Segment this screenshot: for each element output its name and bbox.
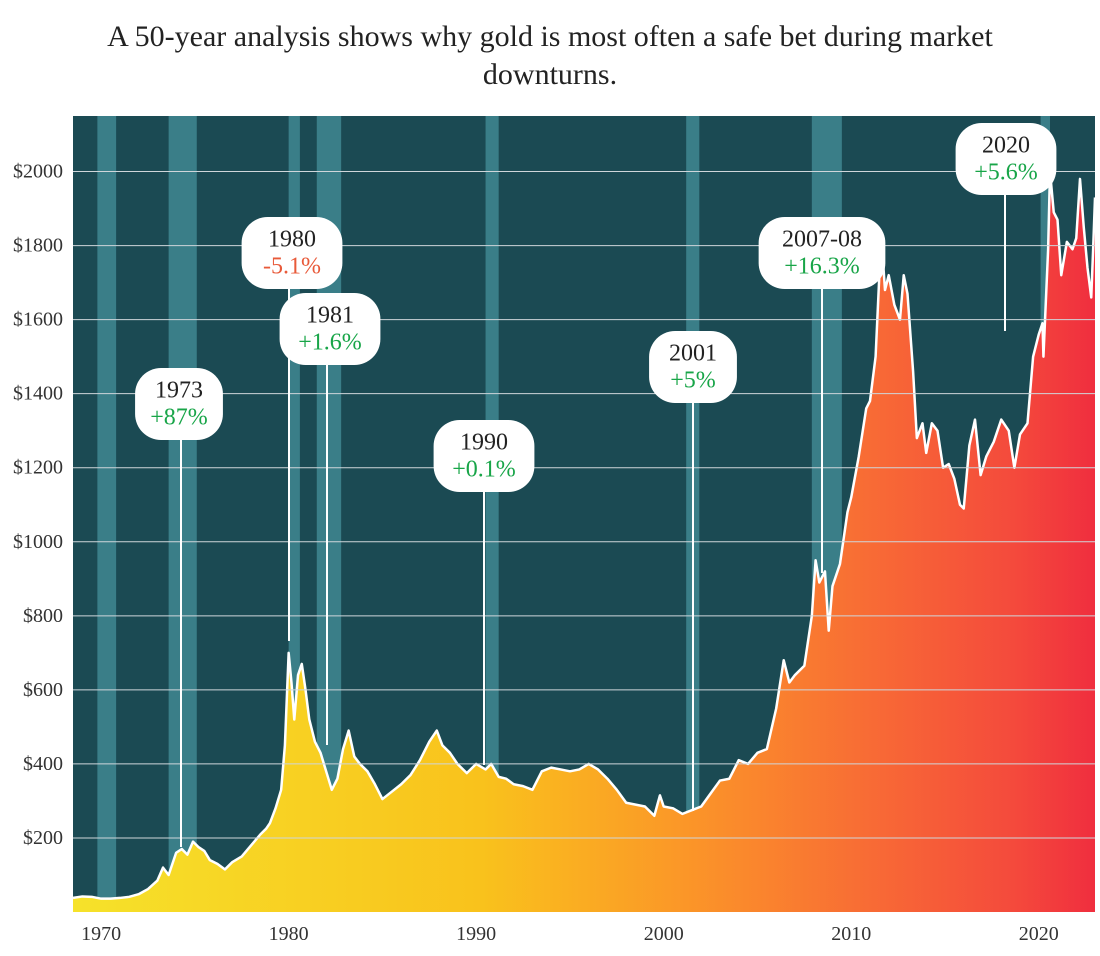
callout-pct-label: +87% bbox=[150, 404, 208, 430]
callout-pill: 2020+5.6% bbox=[956, 123, 1057, 195]
callout-pct-label: -5.1% bbox=[263, 253, 321, 279]
callout-year-label: 2020 bbox=[982, 133, 1030, 159]
y-axis-tick-label: $1600 bbox=[13, 309, 63, 331]
callout-year-label: 1981 bbox=[306, 303, 354, 329]
callout-year-label: 1990 bbox=[460, 430, 508, 456]
callout-pill: 1980-5.1% bbox=[242, 217, 343, 289]
callout-year-label: 2001 bbox=[669, 341, 717, 367]
callout-pill: 2007-08+16.3% bbox=[759, 217, 886, 289]
x-axis-tick-label: 2000 bbox=[644, 923, 684, 945]
x-axis-tick-label: 2010 bbox=[831, 923, 871, 945]
y-axis-tick-label: $600 bbox=[23, 679, 63, 701]
callout-pill: 1981+1.6% bbox=[280, 293, 381, 365]
recession-band bbox=[97, 116, 116, 912]
x-axis-tick-label: 1980 bbox=[269, 923, 309, 945]
y-axis-tick-label: $1800 bbox=[13, 235, 63, 257]
x-axis-tick-label: 1990 bbox=[456, 923, 496, 945]
callout-pill: 1973+87% bbox=[135, 368, 223, 440]
y-axis-tick-label: $800 bbox=[23, 605, 63, 627]
recession-band bbox=[169, 116, 197, 912]
callout-year-label: 1973 bbox=[155, 378, 203, 404]
callout-pct-label: +0.1% bbox=[452, 456, 516, 482]
y-axis-tick-label: $1200 bbox=[13, 457, 63, 479]
y-axis-tick-label: $1000 bbox=[13, 531, 63, 553]
y-axis-tick-label: $1400 bbox=[13, 383, 63, 405]
y-axis-tick-label: $2000 bbox=[13, 161, 63, 183]
callout-year-label: 2007-08 bbox=[782, 227, 862, 253]
callout-year-label: 1980 bbox=[268, 227, 316, 253]
callout-pct-label: +16.3% bbox=[784, 253, 860, 279]
callout-pct-label: +5% bbox=[670, 367, 716, 393]
gold-price-area-chart: $200 $400 $600 $800 $1000 $1200 $1400 $1600 $180… bbox=[0, 0, 1100, 956]
y-axis-tick-label: $400 bbox=[23, 753, 63, 775]
x-axis-tick-label: 2020 bbox=[1019, 923, 1059, 945]
callout-pill: 1990+0.1% bbox=[434, 420, 535, 492]
chart-title: A 50-year analysis shows why gold is mos… bbox=[0, 18, 1100, 95]
y-axis-tick-label: $200 bbox=[23, 827, 63, 849]
callout-pct-label: +1.6% bbox=[298, 329, 362, 355]
callout-pct-label: +5.6% bbox=[974, 159, 1038, 185]
callout-pill: 2001+5% bbox=[649, 331, 737, 403]
x-axis-tick-label: 1970 bbox=[81, 923, 121, 945]
